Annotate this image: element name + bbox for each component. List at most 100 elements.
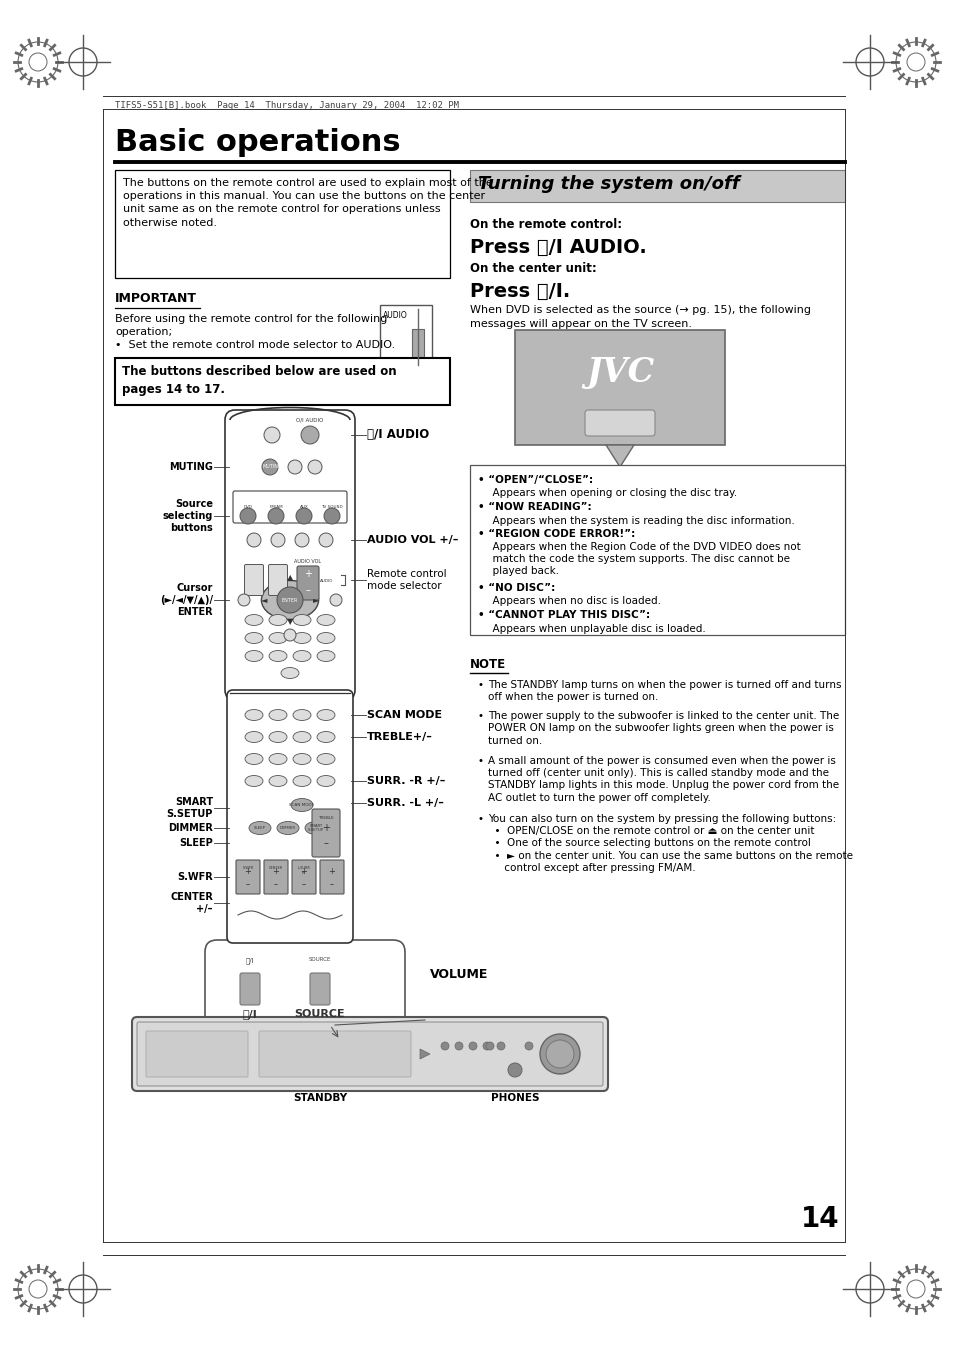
FancyBboxPatch shape [319,861,344,894]
Text: • “NO DISC”:: • “NO DISC”: [477,584,555,593]
Text: •: • [477,680,483,690]
Ellipse shape [276,821,298,835]
FancyBboxPatch shape [258,1031,411,1077]
Text: SLEEP: SLEEP [253,825,266,830]
Text: ⏻/I: ⏻/I [242,1009,257,1019]
FancyBboxPatch shape [312,809,339,857]
Ellipse shape [293,754,311,765]
FancyBboxPatch shape [225,409,355,700]
Text: The buttons on the remote control are used to explain most of the
operations in : The buttons on the remote control are us… [123,178,493,227]
Text: DVD: DVD [243,505,253,509]
Text: AUDIO: AUDIO [382,311,407,320]
Circle shape [469,1042,476,1050]
Ellipse shape [249,821,271,835]
Text: Basic operations: Basic operations [115,128,400,157]
Text: ▲: ▲ [287,574,293,582]
Text: MUTING: MUTING [262,465,281,470]
Text: On the center unit:: On the center unit: [470,262,597,276]
Ellipse shape [245,754,263,765]
Text: VOLUME: VOLUME [430,969,488,981]
Polygon shape [419,1048,430,1059]
Circle shape [276,586,303,613]
Circle shape [330,594,341,607]
Text: • “CANNOT PLAY THIS DISC”:: • “CANNOT PLAY THIS DISC”: [477,611,649,620]
Text: Appears when the Region Code of the DVD VIDEO does not
  match the code the syst: Appears when the Region Code of the DVD … [485,543,800,576]
Text: TIFS5-S51[B].book  Page 14  Thursday, January 29, 2004  12:02 PM: TIFS5-S51[B].book Page 14 Thursday, Janu… [115,101,458,109]
Text: DIMMER: DIMMER [280,825,295,830]
Ellipse shape [269,650,287,662]
Text: SMART
S.SETUP: SMART S.SETUP [308,824,324,832]
Ellipse shape [316,754,335,765]
Text: Cursor
(►/◄/▼/▲)/
ENTER: Cursor (►/◄/▼/▲)/ ENTER [160,584,213,616]
Text: DIMMER: DIMMER [168,823,213,834]
FancyBboxPatch shape [240,973,260,1005]
FancyBboxPatch shape [470,465,844,635]
Circle shape [301,426,318,444]
Circle shape [271,534,285,547]
Ellipse shape [269,615,287,626]
Circle shape [545,1040,574,1069]
Circle shape [440,1042,449,1050]
Text: TREBLE+/–: TREBLE+/– [367,732,433,742]
Text: –: – [305,585,310,594]
FancyBboxPatch shape [132,1017,607,1092]
Text: +: + [328,866,335,875]
Ellipse shape [269,775,287,786]
Circle shape [295,508,312,524]
Text: SCAN MODE: SCAN MODE [289,802,314,807]
Text: ⏻/I AUDIO: ⏻/I AUDIO [367,428,429,442]
Text: • “REGION CODE ERROR!”:: • “REGION CODE ERROR!”: [477,530,635,539]
Text: Appears when the system is reading the disc information.: Appears when the system is reading the d… [485,516,794,526]
Text: +: + [304,569,312,580]
FancyBboxPatch shape [310,973,330,1005]
FancyBboxPatch shape [137,1021,602,1086]
Ellipse shape [316,775,335,786]
Text: SOURCE: SOURCE [294,1009,345,1019]
Text: –: – [301,881,306,889]
Text: CENTER
+/–: CENTER +/– [170,892,213,913]
FancyBboxPatch shape [115,170,450,278]
Circle shape [539,1034,579,1074]
FancyBboxPatch shape [268,565,287,596]
Polygon shape [605,444,634,467]
Text: AUX: AUX [299,505,308,509]
Text: The STANDBY lamp turns on when the power is turned off and turns
off when the po: The STANDBY lamp turns on when the power… [488,680,841,703]
Text: The buttons described below are used on
pages 14 to 17.: The buttons described below are used on … [122,365,396,396]
Text: AUDIO VOL: AUDIO VOL [294,559,321,563]
Text: Turning the system on/off: Turning the system on/off [477,176,739,193]
Text: TREBLE: TREBLE [317,816,334,820]
Text: Before using the remote control for the following
operation;
•  Set the remote c: Before using the remote control for the … [115,313,395,350]
Text: STANDBY: STANDBY [293,1093,347,1102]
Circle shape [455,1042,462,1050]
FancyBboxPatch shape [515,330,724,444]
Text: NOTE: NOTE [470,658,506,671]
Text: –: – [274,881,278,889]
Text: •: • [477,711,483,721]
FancyBboxPatch shape [584,409,655,436]
Ellipse shape [269,731,287,743]
Text: +: + [273,866,279,875]
Text: SURR. -R +/–: SURR. -R +/– [367,775,445,786]
Text: CENTER: CENTER [269,866,283,870]
Circle shape [262,459,277,476]
Ellipse shape [269,754,287,765]
FancyBboxPatch shape [296,566,318,600]
Text: Press ⏻/I.: Press ⏻/I. [470,282,570,301]
Ellipse shape [245,731,263,743]
FancyBboxPatch shape [115,358,450,405]
Text: SOURCE: SOURCE [309,957,331,962]
Ellipse shape [291,798,313,812]
Text: S.WFR: S.WFR [177,871,213,882]
Text: AUDIO VOL +/–: AUDIO VOL +/– [367,535,457,544]
Circle shape [482,1042,491,1050]
Circle shape [284,630,295,640]
Text: S.WFR: S.WFR [242,866,253,870]
FancyBboxPatch shape [244,565,263,596]
Text: Appears when opening or closing the disc tray.: Appears when opening or closing the disc… [485,489,737,499]
Circle shape [264,427,280,443]
Text: JVC: JVC [585,357,654,389]
Text: TV SOUND: TV SOUND [321,505,342,509]
Text: Source
selecting
buttons: Source selecting buttons [162,500,213,532]
Circle shape [294,534,309,547]
Ellipse shape [293,775,311,786]
